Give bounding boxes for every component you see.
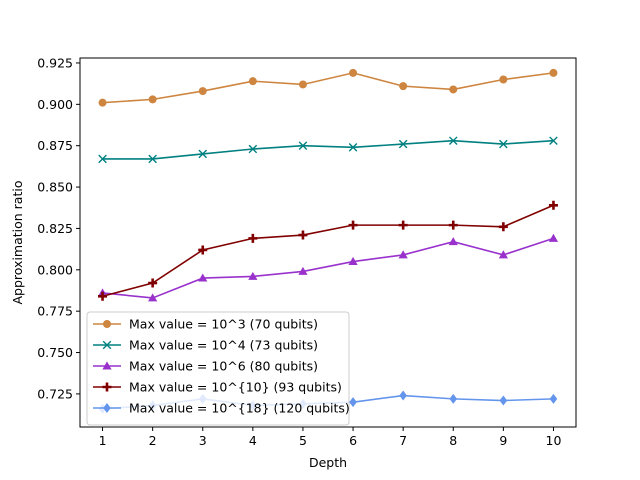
- data-point: [448, 237, 458, 246]
- data-point: [348, 256, 358, 265]
- legend-item: Max value = 10^6 (80 qubits): [93, 359, 318, 374]
- x-ticks: 1 2 3 4 5 6 7 8 9 10: [99, 427, 562, 448]
- data-point: [399, 390, 407, 401]
- series-3: [97, 233, 559, 302]
- series-line: [102, 72, 554, 104]
- plot-frame: [79, 57, 577, 428]
- x-tick-label: 3: [199, 433, 207, 448]
- data-point: [399, 82, 408, 91]
- data-point: [498, 250, 508, 259]
- series-2: [98, 136, 558, 164]
- data-point: [148, 154, 157, 164]
- data-point: [449, 393, 458, 404]
- data-point: [498, 222, 508, 232]
- data-point: [448, 136, 458, 146]
- data-point: [398, 250, 408, 259]
- data-point: [148, 293, 158, 302]
- data-point: [198, 273, 208, 282]
- y-tick-label: 0.875: [37, 138, 73, 153]
- legend-marker: [102, 361, 112, 370]
- y-axis-label: Approximation ratio: [10, 181, 25, 305]
- y-tick-label: 0.925: [37, 55, 73, 70]
- series-line: [102, 139, 554, 160]
- data-point: [248, 233, 258, 243]
- legend-label: Max value = 10^3 (70 qubits): [129, 317, 318, 332]
- data-point: [448, 220, 458, 230]
- data-point: [348, 220, 358, 230]
- legend-label: Max value = 10^{10} (93 qubits): [129, 380, 342, 395]
- legend-item: Max value = 10^{18} (120 qubits): [93, 401, 350, 416]
- x-tick-label: 7: [399, 433, 407, 448]
- legend-label: Max value = 10^6 (80 qubits): [129, 359, 318, 374]
- data-point: [499, 139, 508, 149]
- data-point: [248, 77, 257, 86]
- data-point: [198, 245, 208, 255]
- data-point: [298, 80, 307, 89]
- y-tick-label: 0.850: [37, 180, 73, 195]
- data-point: [98, 98, 107, 107]
- legend-label: Max value = 10^{18} (120 qubits): [129, 401, 350, 416]
- series-4: [98, 200, 558, 301]
- data-point: [449, 85, 458, 94]
- data-point: [548, 233, 559, 242]
- y-tick-label: 0.825: [37, 221, 73, 236]
- legend-marker: [102, 340, 112, 350]
- data-point: [548, 200, 558, 210]
- data-point: [349, 397, 357, 408]
- x-tick-label: 10: [546, 433, 562, 448]
- legend-marker: [103, 320, 111, 328]
- legend-marker: [103, 403, 111, 413]
- legend-item: Max value = 10^3 (70 qubits): [93, 317, 318, 332]
- legend: Max value = 10^3 (70 qubits) Max value = …: [86, 311, 350, 426]
- x-tick-label: 2: [149, 433, 157, 448]
- data-point: [549, 136, 558, 146]
- data-point: [398, 139, 408, 149]
- series-line: [102, 237, 554, 299]
- data-point: [198, 149, 208, 159]
- x-tick-label: 8: [449, 433, 457, 448]
- data-point: [248, 271, 258, 280]
- data-point: [248, 144, 258, 154]
- axes: 1 2 3 4 5 6 7 8 9 10 0.725 0.750 0.775 0.800 0.825 0.8…: [10, 55, 577, 470]
- data-point: [198, 87, 207, 96]
- data-point: [298, 230, 308, 240]
- data-point: [549, 68, 558, 77]
- data-point: [98, 154, 107, 164]
- x-tick-label: 1: [99, 433, 107, 448]
- data-point: [348, 143, 358, 152]
- series-1: [98, 68, 558, 107]
- y-tick-label: 0.900: [37, 97, 73, 112]
- legend-box: [86, 311, 350, 426]
- data-point: [148, 95, 157, 104]
- x-tick-label: 5: [299, 433, 307, 448]
- series-line: [102, 204, 554, 298]
- data-point: [549, 393, 558, 404]
- y-ticks: 0.725 0.750 0.775 0.800 0.825 0.850 0.875 0.900…: [37, 55, 80, 401]
- data-point: [98, 291, 108, 301]
- y-tick-label: 0.775: [37, 304, 73, 319]
- data-point: [148, 278, 158, 288]
- y-tick-label: 0.800: [37, 262, 73, 277]
- y-tick-label: 0.750: [37, 345, 73, 360]
- data-point: [499, 395, 508, 406]
- data-point: [398, 220, 408, 230]
- data-point: [298, 141, 308, 150]
- x-axis-label: Depth: [309, 455, 347, 470]
- x-tick-label: 4: [249, 433, 257, 448]
- x-tick-label: 6: [349, 433, 357, 448]
- y-tick-label: 0.725: [37, 386, 73, 401]
- legend-marker: [102, 382, 112, 392]
- x-tick-label: 9: [499, 433, 507, 448]
- data-point: [499, 75, 508, 84]
- legend-item: Max value = 10^4 (73 qubits): [93, 338, 318, 353]
- legend-label: Max value = 10^4 (73 qubits): [129, 338, 318, 353]
- data-point: [298, 266, 308, 275]
- data-point: [349, 68, 358, 77]
- legend-item: Max value = 10^{10} (93 qubits): [93, 380, 342, 395]
